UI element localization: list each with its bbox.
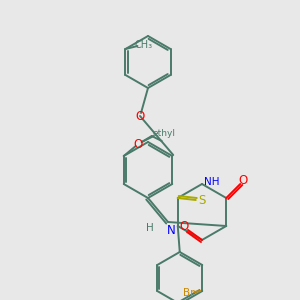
Text: ethyl: ethyl [152, 128, 175, 137]
Text: O: O [238, 173, 248, 187]
Text: O: O [135, 110, 145, 122]
Text: S: S [198, 194, 206, 206]
Text: O: O [179, 220, 189, 232]
Text: O: O [133, 137, 142, 151]
Text: H: H [146, 223, 154, 233]
Text: N: N [167, 224, 175, 236]
Text: NH: NH [204, 177, 220, 187]
Text: Br: Br [182, 288, 194, 298]
Text: CH₃: CH₃ [134, 40, 152, 50]
